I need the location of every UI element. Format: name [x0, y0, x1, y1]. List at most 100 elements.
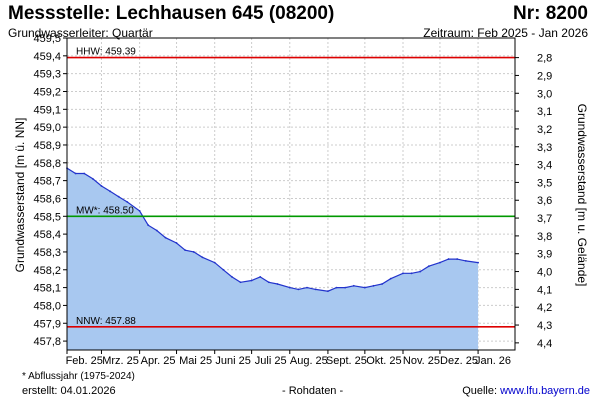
- y-tick-label-left: 458,7: [33, 176, 61, 188]
- series-point: [117, 195, 120, 198]
- aquifer-label: Grundwasserleiter: Quartär: [8, 26, 153, 40]
- series-point: [344, 286, 347, 289]
- series-point: [381, 283, 383, 285]
- series-point: [100, 185, 103, 187]
- y-tick-label-left: 458,9: [33, 140, 61, 152]
- y-tick-label-left: 457,9: [33, 318, 61, 330]
- y-tick-label-right: 3,8: [537, 231, 552, 243]
- reference-line-label: MW*: 458.50: [76, 205, 134, 216]
- series-point: [164, 236, 167, 239]
- series-point: [372, 284, 375, 287]
- x-tick-label: Okt. 25: [366, 355, 401, 367]
- series-area-fill: [67, 168, 479, 350]
- series-point: [439, 261, 441, 264]
- series-point: [427, 265, 430, 268]
- series-point: [363, 286, 366, 289]
- y-tick-label-right: 3,5: [537, 177, 552, 189]
- y-tick-label-left: 459,2: [33, 86, 61, 98]
- reference-line-label: HHW: 459.39: [76, 47, 136, 58]
- y-tick-label-left: 457,8: [33, 336, 61, 348]
- series-point: [175, 242, 178, 244]
- series-point: [109, 190, 111, 193]
- series-point: [239, 281, 242, 284]
- series-point: [314, 288, 317, 291]
- area-series: [66, 167, 479, 350]
- series-point: [456, 258, 459, 260]
- y-axis-label-left: Grundwasserstand [m ü. NN]: [13, 118, 27, 273]
- y-tick-label-right: 2,8: [537, 53, 552, 65]
- series-point: [126, 201, 129, 203]
- series-point: [410, 272, 413, 275]
- series-point: [91, 177, 94, 180]
- series-point: [231, 276, 233, 278]
- series-point: [74, 172, 77, 175]
- series-point: [352, 284, 355, 287]
- source-link[interactable]: www.lfu.bayern.de: [500, 385, 590, 397]
- station-title: Messstelle: Lechhausen 645 (08200): [8, 3, 335, 24]
- series-point: [201, 256, 204, 259]
- series-point: [83, 172, 86, 175]
- series-point: [213, 261, 216, 264]
- y-tick-label-left: 458,2: [33, 265, 61, 277]
- footnote: * Abflussjahr (1975-2024): [22, 371, 135, 382]
- series-point: [250, 279, 253, 282]
- y-tick-label-left: 458,6: [33, 193, 61, 205]
- reference-line-label: NNW: 457.88: [76, 316, 136, 327]
- y-tick-label-right: 3,1: [537, 106, 552, 118]
- y-tick-label-right: 4,3: [537, 320, 552, 332]
- y-tick-label-right: 3,9: [537, 249, 552, 261]
- series-point: [276, 283, 279, 285]
- y-tick-label-left: 458,5: [33, 211, 61, 223]
- x-tick-label: Aug. 25: [290, 355, 328, 367]
- x-tick-label: Juni 25: [215, 355, 250, 367]
- y-tick-label-right: 4,2: [537, 302, 552, 314]
- y-tick-label-left: 459,1: [33, 104, 61, 116]
- y-tick-label-left: 458,4: [33, 229, 61, 241]
- x-tick-label: Sept. 25: [326, 355, 367, 367]
- y-axis-right: 2,8 2,9 3,0 3,1 3,2 3,3 3,4 3,5 3,6 3,7 3,8 3,9 4,0 4…: [515, 53, 552, 350]
- x-tick-label: Mrz. 25: [102, 355, 139, 367]
- x-tick-label: Nov. 25: [403, 355, 440, 367]
- y-tick-label-left: 459,5: [33, 33, 61, 45]
- y-tick-label-right: 4,1: [537, 284, 552, 296]
- series-point: [138, 210, 141, 212]
- x-tick-label: Dez. 25: [440, 355, 478, 367]
- y-tick-label-left: 458,1: [33, 283, 61, 295]
- source: Quelle: www.lfu.bayern.de: [462, 385, 590, 397]
- station-number: Nr: 8200: [513, 3, 588, 24]
- series-point: [402, 272, 404, 275]
- series-point: [155, 229, 158, 232]
- series-point: [419, 270, 422, 273]
- series-point: [327, 290, 329, 293]
- period-label: Zeitraum: Feb 2025 - Jan 2026: [423, 26, 588, 40]
- x-tick-label: Feb. 25: [66, 355, 103, 367]
- x-tick-label: Jan. 26: [475, 355, 511, 367]
- y-tick-label-left: 459,3: [33, 69, 61, 81]
- y-axis-left: 457,8 457,9 458,0 458,1 458,2 458,3 458,4 458,5…: [33, 33, 67, 348]
- y-tick-label-right: 3,7: [537, 213, 552, 225]
- series-point: [477, 261, 479, 264]
- y-tick-label-right: 3,3: [537, 142, 552, 154]
- x-tick-label: Mai 25: [179, 355, 212, 367]
- y-tick-label-right: 2,9: [537, 70, 552, 82]
- y-tick-label-left: 459,4: [33, 51, 61, 63]
- y-tick-label-left: 458,0: [33, 300, 61, 312]
- series-point: [306, 286, 308, 289]
- series-point: [267, 281, 270, 284]
- series-point: [288, 286, 291, 289]
- x-axis: Feb. 25 Mrz. 25 Apr. 25 Mai 25 Juni 25 Juli 2…: [66, 350, 511, 367]
- created-date: erstellt: 04.01.2026: [22, 385, 116, 397]
- y-tick-label-right: 3,2: [537, 124, 552, 136]
- series-point: [192, 251, 195, 253]
- series-point: [259, 276, 262, 278]
- series-point: [184, 249, 187, 252]
- y-tick-label-right: 4,0: [537, 267, 552, 279]
- series-point: [389, 277, 392, 280]
- x-tick-label: Apr. 25: [141, 355, 176, 367]
- y-tick-label-right: 3,0: [537, 88, 552, 100]
- y-tick-label-left: 459,0: [33, 122, 61, 134]
- y-tick-label-right: 3,4: [537, 160, 552, 172]
- y-tick-label-right: 4,4: [537, 338, 552, 350]
- source-prefix: Quelle:: [462, 385, 501, 397]
